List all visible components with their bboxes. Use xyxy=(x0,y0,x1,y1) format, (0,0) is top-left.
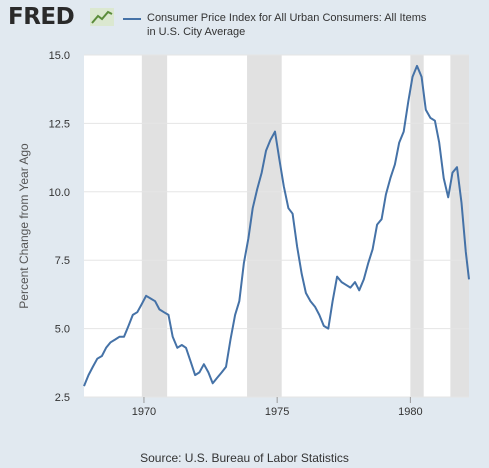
x-tick-label-1: 1975 xyxy=(265,406,289,418)
source-note: Source: U.S. Bureau of Labor Statistics xyxy=(140,451,349,465)
y-tick-label-4: 12.5 xyxy=(49,118,70,130)
x-tick-label-2: 1980 xyxy=(398,406,422,418)
recession-band-1 xyxy=(247,55,282,397)
legend-swatch xyxy=(123,18,141,20)
series-line-0 xyxy=(83,64,470,387)
legend-series-name: Consumer Price Index for All Urban Consu… xyxy=(147,12,427,38)
y-tick-label-1: 5.0 xyxy=(55,324,70,336)
y-tick-label-5: 15.0 xyxy=(49,50,70,62)
y-tick-label-2: 7.5 xyxy=(55,255,70,267)
x-axis-ticks: 1970 1975 1980 xyxy=(132,397,423,418)
recession-band-2 xyxy=(410,55,424,397)
line-chart-icon xyxy=(90,8,114,26)
recession-band-3 xyxy=(450,55,469,397)
y-axis-ticks: 2.5 5.0 7.5 10.0 12.5 15.0 xyxy=(49,50,70,404)
fred-logo[interactable]: FRED xyxy=(8,4,75,30)
y-tick-label-3: 10.0 xyxy=(49,187,70,199)
y-axis-label: Percent Change from Year Ago xyxy=(17,143,31,309)
cpi-line-chart: 2.5 5.0 7.5 10.0 12.5 15.0 1970 1975 1980 Perce… xyxy=(17,50,470,418)
x-tick-label-0: 1970 xyxy=(132,406,156,418)
y-tick-label-0: 2.5 xyxy=(55,392,70,404)
series-lines xyxy=(83,64,470,387)
header: FRED Consumer Price Index for All Urban … xyxy=(0,0,489,50)
recession-shading xyxy=(141,55,469,397)
recession-band-0 xyxy=(141,55,168,397)
